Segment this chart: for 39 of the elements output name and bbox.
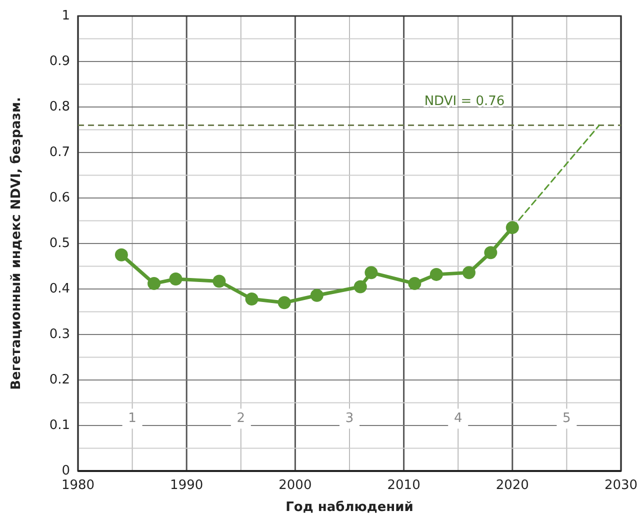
point [364, 266, 378, 280]
y-tick-label: 0.4 [49, 282, 70, 296]
y-tick-label: 0.1 [49, 418, 70, 433]
y-tick-label: 0.3 [49, 327, 70, 342]
y-axis-title: Вегетационный индекс NDVI, безразм. [9, 97, 24, 390]
x-axis-title: Год наблюдений [286, 500, 414, 515]
y-tick-label: 0.5 [49, 236, 70, 251]
point [114, 248, 128, 262]
point [354, 280, 367, 294]
annotation: 1 [128, 411, 136, 426]
point [506, 221, 519, 234]
point [169, 272, 182, 286]
point [462, 266, 476, 280]
y-tick-label: 0.6 [49, 190, 70, 206]
annotation: 4 [454, 411, 462, 426]
x-tick-label: 2000 [278, 478, 312, 493]
x-tick-label: 1990 [170, 478, 204, 493]
point [212, 274, 226, 288]
x-tick-label: 2010 [387, 478, 420, 493]
annotation: 2 [236, 411, 246, 426]
y-tick-label: 0.2 [49, 372, 70, 388]
x-tick-label: 1980 [61, 478, 95, 493]
y-tick-label: 1 [62, 8, 70, 24]
point [484, 246, 498, 260]
y-tick-label: 0 [62, 464, 70, 478]
point [430, 268, 443, 281]
annotation: 5 [562, 411, 571, 426]
x-tick-label: 2030 [604, 478, 638, 493]
y-tick-label: 0.8 [49, 100, 70, 114]
point [310, 288, 324, 302]
y-tick-label: 0.7 [49, 145, 70, 160]
point [148, 277, 161, 290]
y-tick-label: 0.9 [49, 54, 70, 69]
point [408, 277, 422, 290]
x-tick-label: 2020 [496, 478, 529, 493]
point [278, 296, 291, 310]
ref-line-label: NDVI = 0.76 [424, 94, 505, 110]
annotation: 3 [345, 411, 354, 426]
point [245, 292, 258, 306]
